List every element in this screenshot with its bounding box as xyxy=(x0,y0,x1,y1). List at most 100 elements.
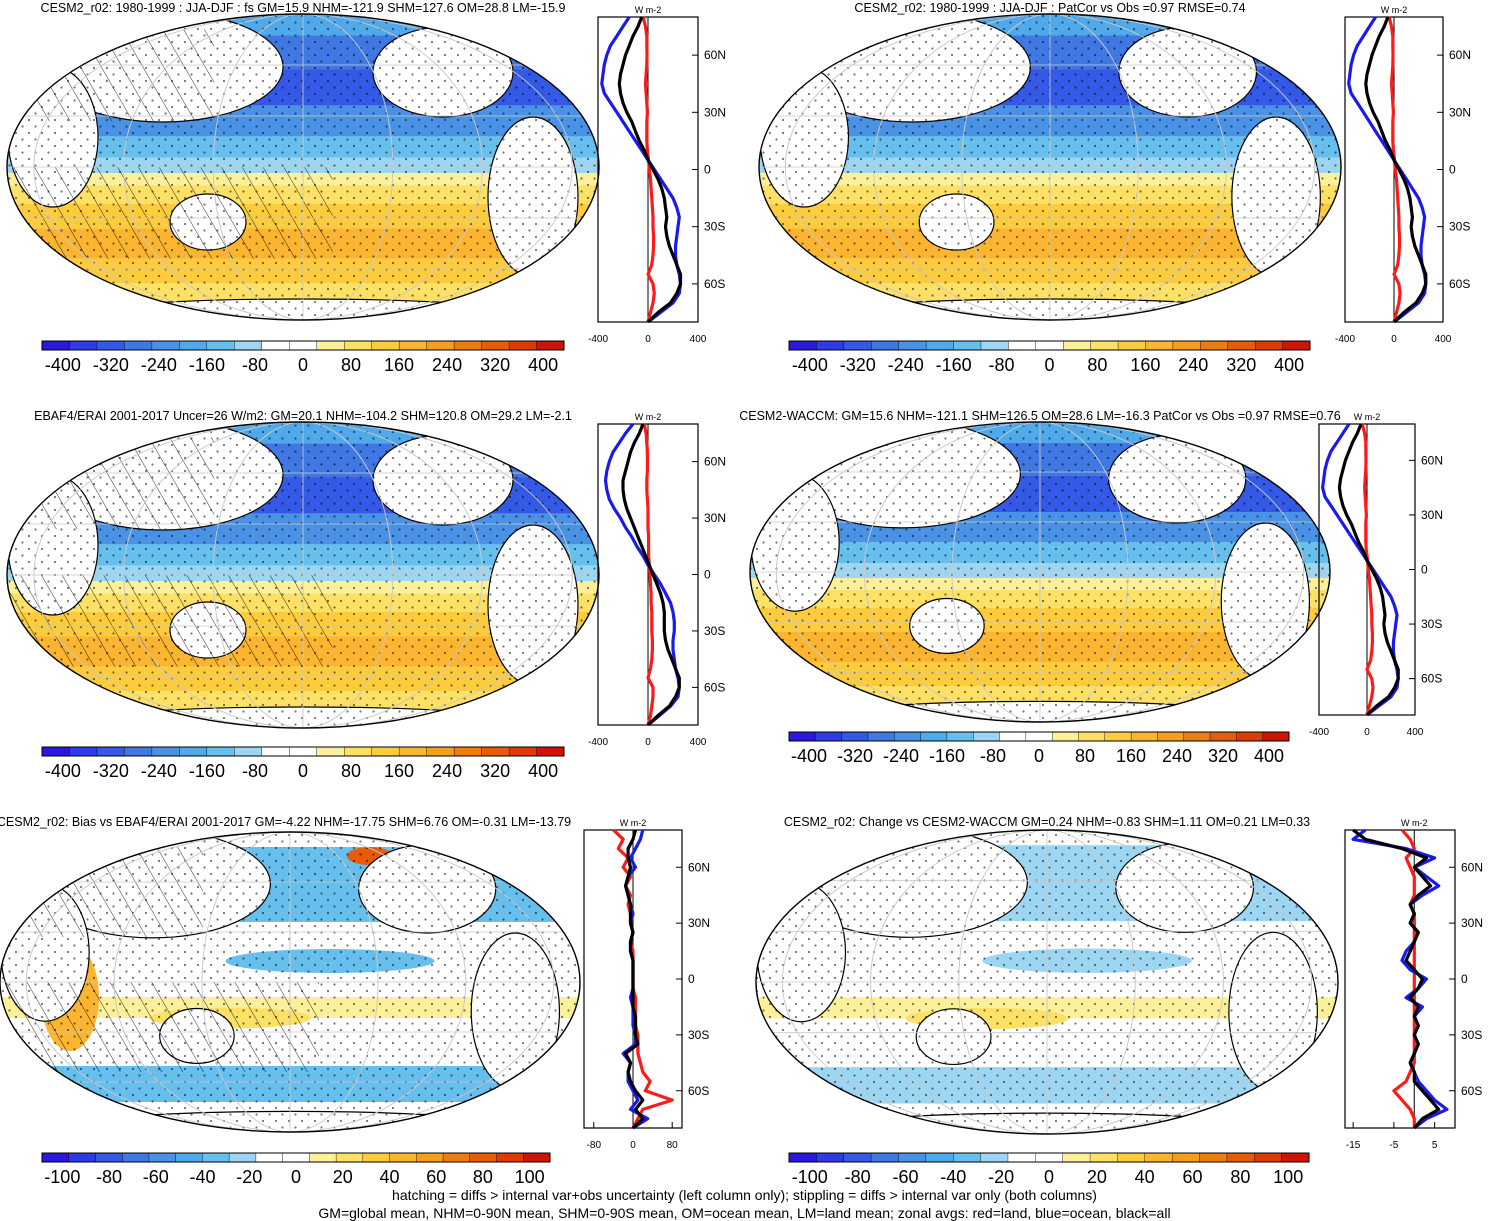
colorbar-swatch xyxy=(843,340,872,351)
colorbar-swatch xyxy=(841,731,869,742)
colorbar-swatch xyxy=(536,746,565,757)
colorbar-tick-label: 240 xyxy=(432,761,462,781)
colorbar: -400 -320 -240 -160 -80 0 80 160 240 320 400 xyxy=(41,340,565,375)
colorbar-tick-label: -80 xyxy=(989,355,1015,375)
lat-tick-label: 0 xyxy=(1461,972,1468,986)
colorbar-swatch xyxy=(1063,340,1092,351)
lat-tick-label: 30S xyxy=(1461,1028,1482,1042)
map-field xyxy=(7,422,599,728)
x-tick-label: 400 xyxy=(1407,727,1424,738)
zonal-unit: W m-2 xyxy=(635,412,662,422)
colorbar-tick-label: -160 xyxy=(189,355,225,375)
colorbar-swatch xyxy=(1051,731,1079,742)
colorbar-swatch xyxy=(362,1152,391,1163)
colorbar-swatch xyxy=(1144,1152,1173,1163)
zonal-mean-plot: W m-2 60N 30N 0 30S 60S -400 0 400 xyxy=(588,412,726,748)
lat-tick-label: 60S xyxy=(704,277,725,291)
colorbar-swatch xyxy=(371,340,400,351)
colorbar-swatch xyxy=(788,340,817,351)
colorbar-tick-label: 160 xyxy=(384,355,414,375)
colorbar-swatch xyxy=(398,340,428,351)
colorbar-swatch xyxy=(344,340,373,351)
colorbar-swatch xyxy=(1130,731,1158,742)
colorbar-tick-label: -400 xyxy=(45,355,81,375)
panel-6: CESM2_r02: Change vs CESM2-WACCM GM=0.24… xyxy=(755,815,1483,1187)
colorbar-swatch xyxy=(69,340,98,351)
colorbar-swatch xyxy=(202,1152,230,1163)
colorbar-tick-label: 240 xyxy=(1178,355,1208,375)
colorbar-swatch xyxy=(175,1152,203,1163)
colorbar-swatch xyxy=(815,731,843,742)
colorbar-swatch xyxy=(389,1152,417,1163)
colorbar-tick-label: 320 xyxy=(1208,746,1238,766)
colorbar-swatch xyxy=(1171,1152,1201,1163)
colorbar-swatch xyxy=(179,340,208,351)
colorbar-tick-label: 60 xyxy=(426,1167,446,1187)
lat-tick-label: 30N xyxy=(704,105,726,119)
colorbar-tick-label: 400 xyxy=(528,761,558,781)
lat-tick-label: 30S xyxy=(704,624,725,638)
zonal-mean-plot: W m-2 60N 30N 0 30S 60S -400 0 400 xyxy=(588,5,726,345)
map-field xyxy=(7,14,599,320)
colorbar-swatch xyxy=(1117,1152,1146,1163)
lat-tick-label: 0 xyxy=(704,568,711,582)
colorbar-tick-label: -80 xyxy=(980,746,1006,766)
colorbar-swatch xyxy=(1226,1152,1255,1163)
colorbar-swatch xyxy=(925,1152,954,1163)
colorbar-tick-label: 160 xyxy=(1116,746,1146,766)
x-tick-label: 0 xyxy=(630,1140,636,1151)
colorbar-tick-label: -20 xyxy=(988,1167,1014,1187)
colorbar-swatch xyxy=(1282,340,1311,351)
colorbar-tick-label: 80 xyxy=(1087,355,1107,375)
colorbar-swatch xyxy=(920,731,948,742)
colorbar-tick-label: 100 xyxy=(1273,1167,1303,1187)
x-tick-label: 400 xyxy=(1435,334,1452,345)
colorbar-swatch xyxy=(953,1152,982,1163)
panel-title: CESM2_r02: 1980-1999 : JJA-DJF : fs GM=1… xyxy=(41,1,566,15)
colorbar: -400 -320 -240 -160 -80 0 80 160 240 320 400 xyxy=(788,731,1290,766)
colorbar-tick-label: 400 xyxy=(1274,355,1304,375)
colorbar-swatch xyxy=(1281,1152,1310,1163)
x-tick-label: -400 xyxy=(588,334,608,345)
zonal-mean-plot: W m-2 60N 30N 0 30S 60S -400 0 400 xyxy=(1335,5,1471,345)
map-field xyxy=(750,422,1330,722)
colorbar-tick-label: 320 xyxy=(480,761,510,781)
colorbar-tick-label: 80 xyxy=(341,761,361,781)
colorbar-swatch xyxy=(523,1152,551,1163)
colorbar-swatch xyxy=(206,340,235,351)
colorbar-swatch xyxy=(867,731,895,742)
map-border xyxy=(755,829,1339,1135)
x-tick-label: 0 xyxy=(1391,334,1397,345)
colorbar-tick-label: -80 xyxy=(845,1167,871,1187)
zonal-series-ocean xyxy=(621,829,650,1130)
colorbar-tick-label: -80 xyxy=(242,761,268,781)
x-tick-label: 400 xyxy=(690,737,707,748)
colorbar-swatch xyxy=(179,746,208,757)
colorbar-swatch xyxy=(999,731,1027,742)
colorbar-swatch xyxy=(816,1152,845,1163)
panel-1: CESM2_r02: 1980-1999 : JJA-DJF : fs GM=1… xyxy=(6,1,726,375)
colorbar-swatch xyxy=(151,340,180,351)
colorbar-tick-label: 40 xyxy=(379,1167,399,1187)
colorbar-swatch xyxy=(1035,1152,1064,1163)
colorbar-swatch xyxy=(316,340,345,351)
colorbar-tick-label: -320 xyxy=(837,746,873,766)
zonal-mean-plot: W m-2 60N 30N 0 30S 60S -15 -5 5 xyxy=(1344,818,1483,1151)
colorbar-tick-label: 0 xyxy=(1044,355,1054,375)
colorbar-swatch xyxy=(124,340,153,351)
colorbar-swatch xyxy=(481,746,510,757)
colorbar-swatch xyxy=(309,1152,337,1163)
colorbar-tick-label: 160 xyxy=(384,761,414,781)
zonal-series-land xyxy=(1360,423,1375,716)
colorbar-swatch xyxy=(508,340,538,351)
lat-tick-label: 30N xyxy=(1421,508,1443,522)
x-tick-label: -400 xyxy=(1309,727,1329,738)
colorbar-swatch xyxy=(1254,1152,1283,1163)
zonal-unit: W m-2 xyxy=(1401,818,1428,828)
colorbar-swatch xyxy=(1062,1152,1091,1163)
x-tick-label: -400 xyxy=(588,737,608,748)
lat-tick-label: 0 xyxy=(704,163,711,177)
colorbar-swatch xyxy=(1078,731,1106,742)
zonal-series-land xyxy=(1387,16,1402,323)
colorbar-tick-label: 320 xyxy=(480,355,510,375)
